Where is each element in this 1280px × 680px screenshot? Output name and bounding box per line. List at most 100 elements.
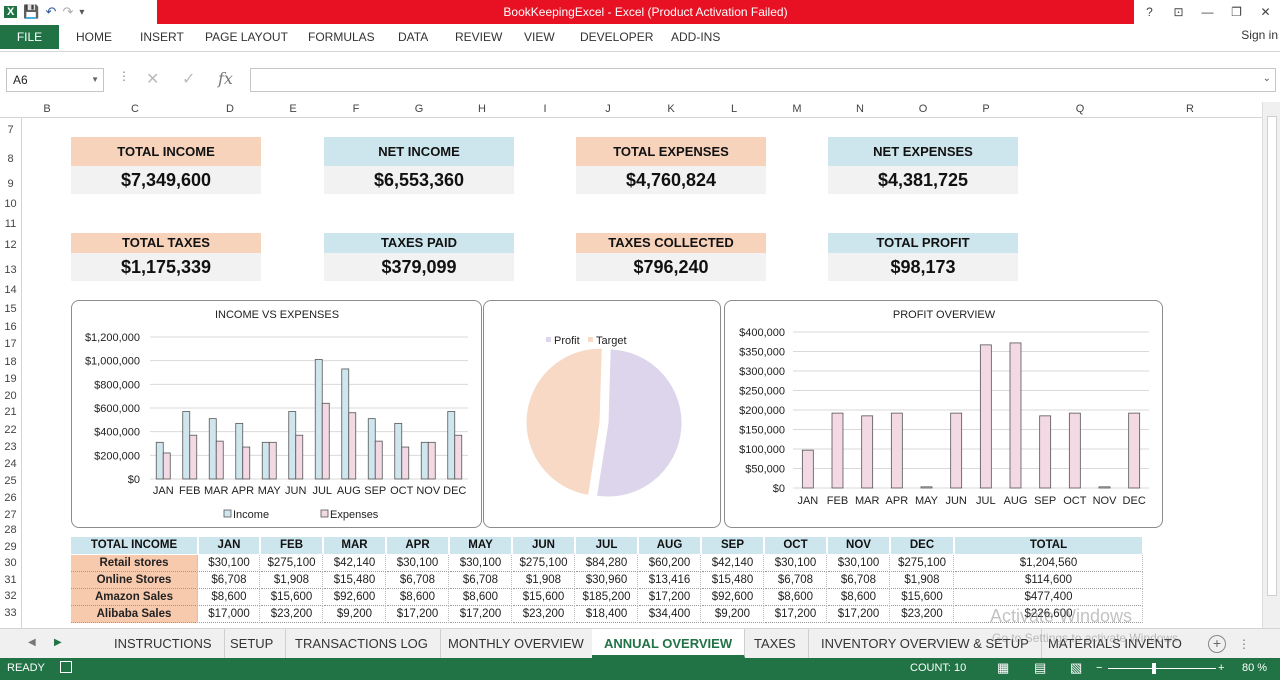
bar-profit[interactable] <box>1128 412 1141 489</box>
table-cell[interactable]: $17,200 <box>450 606 512 623</box>
row-header-cell[interactable]: 11 <box>4 218 17 230</box>
row-header-cell[interactable]: 10 <box>4 198 17 210</box>
sheet-tab-materials-inventory[interactable]: MATERIALS INVENTO ... <box>1048 636 1182 651</box>
pie-slice-profit[interactable] <box>595 348 683 498</box>
scroll-tabs-left-icon[interactable]: ◀ <box>28 637 36 648</box>
table-header-cell[interactable]: AUG <box>639 537 701 554</box>
bar-expenses[interactable] <box>401 446 410 480</box>
bar-income[interactable] <box>314 359 323 480</box>
table-cell[interactable]: $17,200 <box>765 606 827 623</box>
tab-review[interactable]: REVIEW <box>455 30 503 44</box>
sheet-tab-taxes[interactable]: TAXES <box>742 629 809 658</box>
tab-developer[interactable]: DEVELOPER <box>580 30 654 44</box>
bar-income[interactable] <box>367 418 376 480</box>
page-break-view-icon[interactable]: ▧ <box>1070 660 1083 675</box>
table-cell[interactable]: $226,600 <box>955 606 1143 623</box>
bar-income[interactable] <box>447 411 456 480</box>
file-tab[interactable]: FILE <box>0 25 59 49</box>
expand-formula-icon[interactable]: ⌄ <box>1262 73 1271 84</box>
table-header-cell[interactable]: TOTAL INCOME <box>71 537 198 554</box>
bar-income[interactable] <box>288 411 297 480</box>
table-cell[interactable]: $6,708 <box>450 572 512 589</box>
table-cell[interactable]: $1,204,560 <box>955 555 1143 572</box>
bar-profit[interactable] <box>890 412 903 489</box>
table-cell[interactable]: $8,600 <box>765 589 827 606</box>
customize-qat-icon[interactable]: ▾ <box>79 6 85 18</box>
column-header-cell[interactable]: B <box>43 103 51 115</box>
tab-data[interactable]: DATA <box>398 30 429 44</box>
row-header-cell[interactable]: 24 <box>4 458 17 470</box>
bar-income[interactable] <box>341 368 350 480</box>
row-header-cell[interactable]: 7 <box>7 124 14 136</box>
row-header-cell[interactable]: 21 <box>4 406 17 418</box>
table-cell[interactable]: $185,200 <box>576 589 638 606</box>
name-box-dropdown-icon[interactable]: ▼ <box>91 75 99 84</box>
bar-expenses[interactable] <box>454 434 463 480</box>
insert-function-icon[interactable]: fx <box>218 69 233 88</box>
row-header-cell[interactable]: 12 <box>4 239 17 251</box>
table-cell[interactable]: $23,200 <box>261 606 323 623</box>
table-cell[interactable]: $92,600 <box>702 589 764 606</box>
table-cell[interactable]: $1,908 <box>891 572 954 589</box>
table-cell[interactable]: $23,200 <box>891 606 954 623</box>
column-header-cell[interactable]: N <box>856 103 864 115</box>
bar-income[interactable] <box>208 418 217 480</box>
row-header-cell[interactable]: 13 <box>4 264 17 276</box>
bar-profit[interactable] <box>831 412 844 489</box>
table-cell[interactable]: $17,200 <box>639 589 701 606</box>
enter-entry-icon[interactable]: ✓ <box>182 71 196 88</box>
column-header-cell[interactable]: Q <box>1075 103 1085 115</box>
table-cell[interactable]: $30,100 <box>450 555 512 572</box>
table-cell[interactable]: $30,960 <box>576 572 638 589</box>
table-cell[interactable]: $1,908 <box>261 572 323 589</box>
column-header-cell[interactable]: O <box>918 103 928 115</box>
table-header-cell[interactable]: MAY <box>450 537 512 554</box>
table-header-cell[interactable]: NOV <box>828 537 890 554</box>
bar-profit[interactable] <box>1009 342 1022 489</box>
row-header-cell[interactable]: 27 <box>4 509 17 521</box>
table-header-cell[interactable]: FEB <box>261 537 323 554</box>
table-cell[interactable]: $17,200 <box>387 606 449 623</box>
ribbon-display-button[interactable]: ⊡ <box>1173 5 1184 19</box>
table-cell[interactable]: $34,400 <box>639 606 701 623</box>
scrollbar-thumb[interactable] <box>1267 116 1277 596</box>
row-header-cell[interactable]: 14 <box>4 284 17 296</box>
row-header-cell[interactable]: 22 <box>4 424 17 436</box>
table-cell[interactable]: $15,600 <box>891 589 954 606</box>
normal-view-icon[interactable]: ▦ <box>997 660 1010 675</box>
table-cell[interactable]: $92,600 <box>324 589 386 606</box>
row-header-cell[interactable]: 17 <box>4 338 17 350</box>
table-cell[interactable]: $15,600 <box>261 589 323 606</box>
column-header-cell[interactable]: H <box>478 103 486 115</box>
column-header-cell[interactable]: J <box>605 103 611 115</box>
table-cell[interactable]: $30,100 <box>828 555 890 572</box>
restore-button[interactable]: ❐ <box>1231 5 1242 19</box>
table-header-cell[interactable]: MAR <box>324 537 386 554</box>
bar-expenses[interactable] <box>162 452 171 480</box>
bar-expenses[interactable] <box>295 434 304 480</box>
table-cell[interactable]: $42,140 <box>324 555 386 572</box>
name-box[interactable]: A6 ▼ <box>6 68 104 92</box>
column-header-cell[interactable]: C <box>131 103 139 115</box>
undo-icon[interactable]: ↶ <box>45 4 57 19</box>
row-header-cell[interactable]: 23 <box>4 441 17 453</box>
bar-expenses[interactable] <box>268 441 277 480</box>
bar-expenses[interactable] <box>374 440 383 480</box>
bar-expenses[interactable] <box>215 440 224 480</box>
tab-split-handle-icon[interactable]: ⋮ <box>1238 637 1250 651</box>
bar-expenses[interactable] <box>242 446 251 480</box>
table-header-cell[interactable]: DEC <box>891 537 954 554</box>
macro-record-icon[interactable] <box>60 661 72 673</box>
table-row-label[interactable]: Retail stores <box>71 555 198 572</box>
table-cell[interactable]: $275,100 <box>261 555 323 572</box>
table-cell[interactable]: $30,100 <box>765 555 827 572</box>
column-header-cell[interactable]: K <box>667 103 675 115</box>
row-header-cell[interactable]: 16 <box>4 321 17 333</box>
bar-profit[interactable] <box>1098 486 1111 489</box>
table-header-cell[interactable]: TOTAL <box>955 537 1143 554</box>
tab-insert[interactable]: INSERT <box>140 30 184 44</box>
row-header-cell[interactable]: 31 <box>4 574 17 586</box>
table-cell[interactable]: $9,200 <box>324 606 386 623</box>
bar-income[interactable] <box>420 441 429 480</box>
profit-overview-chart[interactable]: PROFIT OVERVIEW $0 $50,000 $100,000 $150,000… <box>724 300 1163 528</box>
